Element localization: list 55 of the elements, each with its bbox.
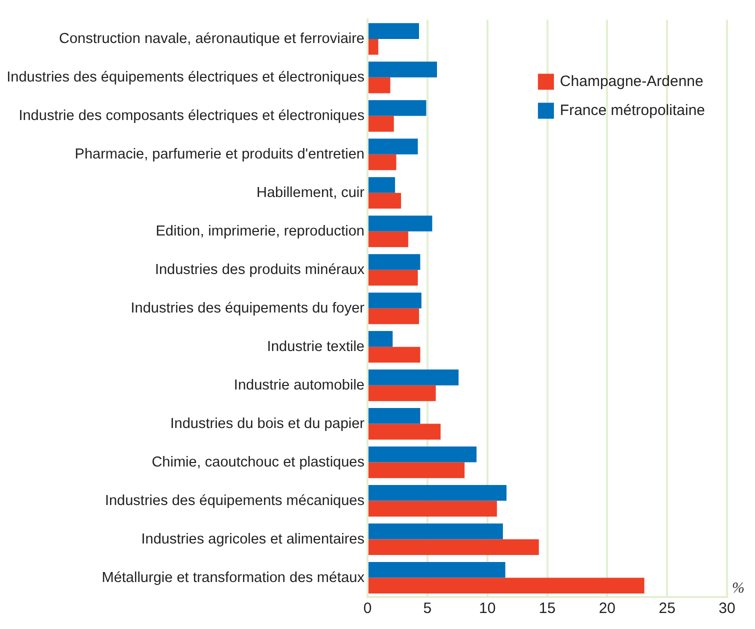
y-tick-label: Industries des équipements électriques et électroniques (6, 69, 364, 86)
bar (368, 77, 390, 94)
y-tick-label: Industries du bois et du papier (170, 416, 365, 432)
bar (368, 270, 418, 286)
bar (368, 100, 426, 116)
y-tick-label: Industries agricoles et alimentaires (141, 531, 364, 548)
bar (368, 231, 408, 248)
x-axis-title: % (732, 580, 744, 596)
bar (368, 292, 422, 308)
bar (368, 308, 420, 324)
x-tick-label: 10 (478, 600, 496, 618)
y-tick-label: Industries des produits minéraux (154, 262, 366, 278)
bar (368, 385, 436, 402)
bar (368, 523, 503, 540)
legend-label: France métropolitaine (560, 102, 706, 119)
y-tick-label: Industries des équipements du foyer (130, 300, 365, 316)
bar (368, 346, 420, 363)
y-tick-label: Industrie des composants électriques et électroniques (18, 108, 364, 124)
bar (368, 370, 459, 386)
bar (368, 254, 420, 270)
x-tick-label: 15 (538, 600, 556, 618)
bar (368, 331, 393, 347)
bar (368, 446, 477, 462)
bar (368, 485, 507, 501)
y-tick-label: Edition, imprimerie, reproduction (156, 223, 364, 240)
x-tick-label: 30 (718, 600, 736, 618)
x-tick-label: 0 (363, 600, 372, 618)
y-tick-label: Habillement, cuir (256, 184, 365, 201)
bar (368, 408, 420, 424)
y-tick-label: Construction navale, aéronautique et ferroviaire (59, 30, 364, 47)
bar (368, 23, 420, 39)
legend-label: Champagne-Ardenne (560, 72, 704, 90)
bar (368, 462, 465, 478)
x-tick-label: 25 (658, 600, 676, 618)
bar (368, 500, 497, 517)
bar (368, 138, 418, 154)
bar (368, 116, 394, 132)
y-tick-label: Industrie textile (266, 338, 364, 355)
bar (368, 192, 402, 209)
bar (368, 578, 644, 594)
y-tick-label: Pharmacie, parfumerie et produits d'entretien (74, 146, 364, 162)
bar (368, 62, 438, 78)
y-tick-label: Industrie automobile (234, 377, 364, 394)
y-tick-label: Métallurgie et transformation des métaux (102, 570, 366, 586)
bar (368, 424, 441, 440)
bar (368, 562, 506, 578)
y-tick-label: Industries des équipements mécaniques (104, 492, 364, 509)
bar (368, 154, 396, 170)
bar (368, 177, 396, 193)
bar (368, 38, 378, 55)
bar (368, 539, 539, 556)
x-tick-label: 20 (598, 600, 616, 618)
x-tick-label: 5 (423, 600, 432, 618)
y-tick-label: Chimie, caoutchouc et plastiques (152, 454, 364, 470)
bar (368, 216, 432, 232)
